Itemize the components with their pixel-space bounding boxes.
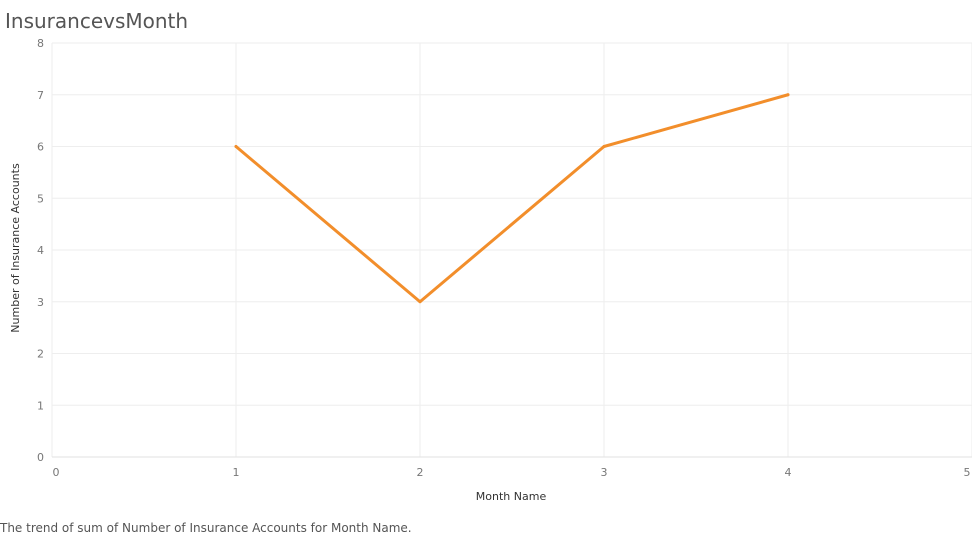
x-tick-label: 2	[417, 466, 424, 479]
x-tick-label: 0	[53, 466, 60, 479]
y-tick-label: 0	[37, 451, 44, 464]
data-point[interactable]	[234, 145, 238, 148]
data-point[interactable]	[602, 145, 606, 148]
y-tick-label: 5	[37, 192, 44, 205]
y-tick-label: 2	[37, 348, 44, 361]
x-tick-label: 1	[233, 466, 240, 479]
y-tick-label: 3	[37, 296, 44, 309]
y-axis-label: Number of Insurance Accounts	[9, 163, 22, 333]
y-tick-label: 4	[37, 244, 44, 257]
y-tick-label: 1	[37, 399, 44, 412]
chart-title: InsurancevsMonth	[5, 9, 189, 33]
x-tick-label: 5	[964, 466, 971, 479]
series-line	[234, 93, 790, 304]
x-tick-label: 4	[785, 466, 792, 479]
series-lines	[234, 93, 790, 304]
x-tick-labels: 0 1 2 3 4 5	[53, 466, 971, 479]
grid-lines	[51, 42, 972, 458]
x-tick-label: 3	[601, 466, 608, 479]
y-tick-label: 7	[37, 89, 44, 102]
y-tick-labels: 0 1 2 3 4 5 6 7 8	[37, 37, 44, 464]
y-tick-label: 8	[37, 37, 44, 50]
data-point[interactable]	[418, 300, 422, 304]
data-point[interactable]	[786, 93, 790, 97]
y-tick-label: 6	[37, 141, 44, 154]
x-axis-label: Month Name	[476, 490, 547, 503]
chart-caption: The trend of sum of Number of Insurance …	[0, 521, 412, 535]
